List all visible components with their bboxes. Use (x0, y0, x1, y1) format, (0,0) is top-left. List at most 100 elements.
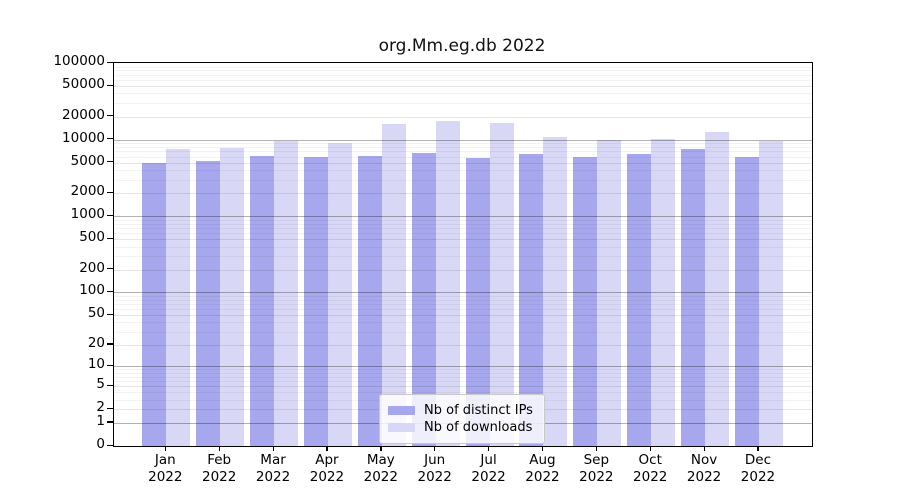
y-tick-label: 200 (79, 259, 105, 276)
x-tick-label: Jan 2022 (148, 452, 183, 485)
x-tick-label: Nov 2022 (686, 452, 722, 485)
gridline (114, 392, 812, 394)
x-tick-label: Mar 2022 (255, 452, 291, 485)
gridline (114, 381, 812, 383)
x-tick-label: Aug 2022 (525, 452, 560, 485)
y-tick-mark (107, 290, 113, 293)
y-tick-label: 5 (96, 376, 105, 393)
y-tick-mark (107, 268, 113, 270)
x-tick-mark (703, 446, 705, 451)
gridline (114, 70, 812, 72)
x-tick-label: Oct 2022 (633, 452, 668, 485)
x-tick-mark (434, 446, 436, 451)
y-tick-label: 10 (87, 356, 105, 373)
bar-distinct-ips-sep (573, 157, 598, 446)
y-tick-mark (107, 364, 113, 367)
gridline (114, 292, 812, 294)
gridline (114, 156, 812, 158)
bar-downloads-feb (220, 148, 245, 446)
bar-downloads-apr (327, 143, 352, 446)
y-tick-mark (107, 161, 113, 163)
gridline (114, 372, 812, 374)
y-tick-mark (107, 191, 113, 193)
y-tick-mark (107, 313, 113, 315)
gridline (114, 216, 812, 218)
gridline (114, 74, 812, 76)
bar-distinct-ips-apr (303, 156, 328, 446)
legend: Nb of distinct IPs Nb of downloads (379, 394, 545, 444)
bar-distinct-ips-dec (734, 157, 759, 446)
y-tick-label: 2 (96, 399, 105, 416)
bar-distinct-ips-mar (250, 155, 275, 446)
x-tick-mark (164, 446, 167, 451)
bar-downloads-jul (489, 123, 514, 446)
x-tick-label: Apr 2022 (309, 452, 345, 485)
x-tick-mark (757, 446, 759, 451)
legend-item-distinct-ips: Nb of distinct IPs (388, 403, 534, 418)
y-tick-label: 10000 (62, 129, 105, 146)
bar-distinct-ips-oct (627, 154, 652, 446)
gridline (114, 223, 812, 225)
gridline (114, 233, 812, 235)
gridline (114, 309, 812, 311)
x-tick-mark (595, 446, 598, 451)
gridline (114, 79, 812, 81)
gridline (114, 256, 812, 258)
gridline (114, 239, 812, 241)
gridline (114, 147, 812, 149)
x-tick-mark (326, 446, 328, 451)
gridline (114, 304, 812, 306)
bar-downloads-dec (758, 140, 783, 446)
y-tick-label: 50 (87, 305, 105, 322)
distinct-ips-swatch-icon (388, 406, 415, 415)
gridline (114, 269, 812, 271)
gridline (114, 344, 812, 346)
y-tick-mark (107, 384, 113, 387)
x-tick-label: Jul 2022 (471, 452, 506, 485)
legend-label-distinct-ips: Nb of distinct IPs (424, 403, 533, 418)
plot-area (113, 62, 813, 447)
gridline (114, 86, 812, 88)
bar-distinct-ips-nov (681, 148, 706, 446)
gridline (114, 93, 812, 95)
gridline (114, 376, 812, 378)
y-tick-mark (107, 84, 113, 86)
y-tick-mark (107, 421, 113, 423)
chart-title: org.Mm.eg.db 2022 (378, 36, 546, 56)
y-tick-label: 500 (79, 229, 105, 246)
bar-downloads-jan (166, 148, 191, 446)
x-tick-label: Jun 2022 (417, 452, 452, 485)
gridline (114, 369, 812, 371)
bar-downloads-mar (274, 140, 299, 446)
x-tick-label: May 2022 (363, 452, 398, 485)
bar-downloads-oct (651, 138, 676, 446)
y-tick-label: 50000 (62, 76, 105, 93)
gridline (114, 66, 812, 68)
gridline (114, 322, 812, 324)
gridline (114, 331, 812, 333)
bar-distinct-ips-jan (142, 163, 167, 446)
gridline (114, 315, 812, 317)
y-tick-label: 20 (87, 334, 105, 351)
y-tick-mark (107, 343, 113, 345)
gridline (114, 228, 812, 230)
bar-downloads-nov (705, 132, 730, 446)
gridline (114, 151, 812, 153)
y-tick-label: 1000 (70, 206, 105, 223)
x-tick-mark (272, 446, 274, 451)
gridline (114, 299, 812, 301)
x-tick-mark (380, 446, 382, 451)
legend-label-downloads: Nb of downloads (424, 420, 533, 435)
x-tick-label: Sep 2022 (579, 452, 614, 485)
y-tick-mark (107, 115, 113, 117)
gridline (114, 366, 812, 368)
downloads-swatch-icon (388, 423, 415, 432)
bar-distinct-ips-feb (196, 160, 221, 446)
y-tick-label: 20000 (62, 106, 105, 123)
gridline (114, 219, 812, 221)
gridline (114, 103, 812, 105)
bar-downloads-sep (597, 140, 622, 446)
bar-distinct-ips-may (357, 156, 382, 446)
gridline (114, 170, 812, 172)
